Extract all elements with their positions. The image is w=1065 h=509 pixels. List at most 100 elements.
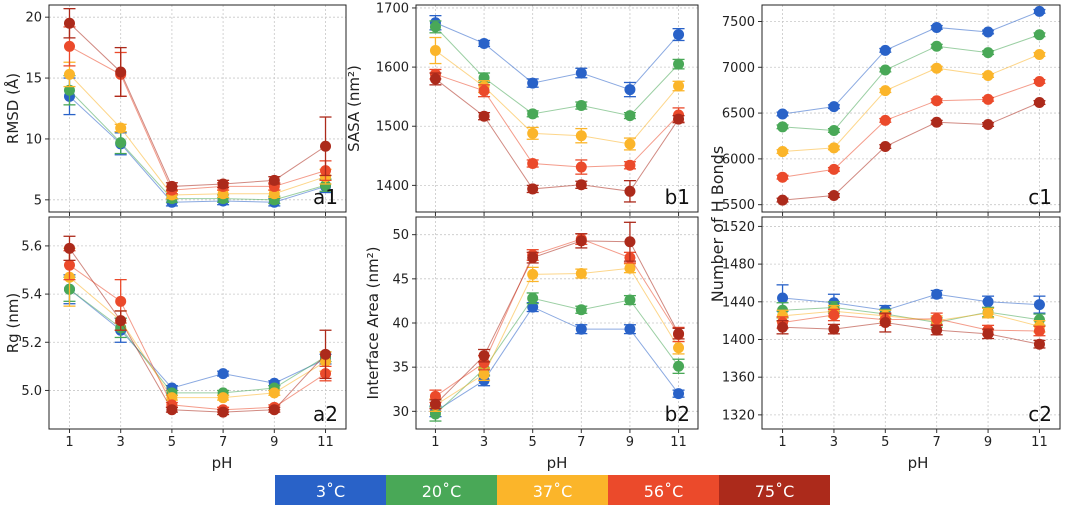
b1-point-37c-1 <box>429 45 441 57</box>
c1-ytick-label-1: 6000 <box>722 152 755 167</box>
b1-point-20c-5 <box>527 108 539 120</box>
a2-point-75c-9 <box>268 404 280 416</box>
b2-point-37c-9 <box>624 262 636 274</box>
a2-frame <box>48 216 347 430</box>
c2-point-3c-11 <box>1033 299 1045 311</box>
c2-xtick-label-7: 7 <box>933 435 941 450</box>
b2-line-20c <box>435 297 679 415</box>
legend-label-75c: 75˚C <box>755 482 795 501</box>
a1-line-56c <box>69 45 326 191</box>
a1-point-56c-1 <box>63 40 75 52</box>
c1-point-20c-5 <box>879 64 891 76</box>
a2-xtick-label-5: 5 <box>168 435 176 450</box>
b1-point-3c-11 <box>673 29 685 41</box>
b1-point-37c-7 <box>575 130 587 142</box>
a2-xtick-label-3: 3 <box>117 435 125 450</box>
c2-line-37c <box>782 310 1040 327</box>
a1-frame <box>48 4 347 213</box>
c-column-ylabel: Number of H Bonds <box>708 146 727 302</box>
b2-point-37c-3 <box>478 368 490 380</box>
legend-swatch-37c <box>497 475 608 505</box>
b2-ytick-label-2: 40 <box>392 317 409 332</box>
b2-point-75c-9 <box>624 236 636 248</box>
a2-point-37c-7 <box>217 392 229 404</box>
a2-ytick-label-3: 5.6 <box>21 239 42 254</box>
b2-point-56c-1 <box>429 390 441 402</box>
a1-ytick-label-3: 20 <box>25 11 42 26</box>
a2-panel-label: a2 <box>313 402 338 426</box>
a2-line-37c <box>69 276 326 399</box>
c1-point-75c-3 <box>828 190 840 202</box>
a2-point-56c-1 <box>63 259 75 271</box>
b1-point-37c-5 <box>527 127 539 139</box>
b1-ytick-label-3: 1700 <box>376 1 409 16</box>
b2-frame <box>415 216 699 430</box>
c1-line-56c <box>782 81 1040 178</box>
a2-line-56c <box>69 264 326 411</box>
c2-line-75c <box>782 322 1040 345</box>
c2-line-56c <box>782 314 1040 332</box>
c1-point-75c-5 <box>879 141 891 153</box>
c2-point-75c-3 <box>828 323 840 335</box>
a2-ylabel: Rg (nm) <box>4 293 22 354</box>
b2-xlabel: pH <box>547 454 568 472</box>
c2-point-75c-1 <box>777 321 789 333</box>
a2-point-56c-3 <box>115 295 127 307</box>
b2-xtick-label-1: 1 <box>431 435 439 450</box>
b2-point-20c-5 <box>527 292 539 304</box>
c2-xtick-label-9: 9 <box>984 435 992 450</box>
panel-c2: 1 3 5 7 9 11 1320 1360 1400 1440 1480 1520 c2 <box>722 216 1061 450</box>
b1-line-20c <box>435 26 679 117</box>
b2-line-56c <box>435 238 679 397</box>
legend-label-56c: 56˚C <box>644 482 684 501</box>
c2-ytick-label-1: 1360 <box>722 371 755 386</box>
a2-xtick-label-9: 9 <box>270 435 278 450</box>
b1-point-56c-9 <box>624 159 636 171</box>
b2-point-75c-5 <box>527 252 539 264</box>
c1-ytick-label-4: 7500 <box>722 15 755 30</box>
b1-ytick-label-2: 1600 <box>376 61 409 76</box>
a1-point-75c-3 <box>115 66 127 78</box>
b2-ytick-label-4: 50 <box>392 228 409 243</box>
b2-point-75c-7 <box>575 235 587 247</box>
legend-swatch-75c <box>719 475 830 505</box>
a2-point-75c-3 <box>115 315 127 327</box>
c1-point-56c-11 <box>1033 75 1045 87</box>
b2-xtick-label-9: 9 <box>626 435 634 450</box>
c1-point-75c-11 <box>1033 97 1045 109</box>
c1-point-20c-9 <box>982 47 994 59</box>
c1-point-3c-9 <box>982 26 994 38</box>
c1-point-20c-7 <box>931 40 943 52</box>
c1-panel-label: c1 <box>1028 185 1052 209</box>
a2-point-75c-11 <box>320 348 332 360</box>
b2-point-37c-5 <box>527 268 539 280</box>
panel-c1: 5500 6000 6500 7000 7500 c1 <box>722 4 1061 216</box>
b1-point-20c-1 <box>429 21 441 33</box>
b2-point-75c-1 <box>429 398 441 410</box>
a1-ytick-label-0: 5 <box>34 193 42 208</box>
b1-point-56c-5 <box>527 158 539 170</box>
a1-line-75c <box>69 22 326 187</box>
b2-point-3c-5 <box>527 301 539 313</box>
c1-point-56c-1 <box>777 171 789 183</box>
legend-label-37c: 37˚C <box>533 482 573 501</box>
a1-ytick-label-1: 10 <box>25 132 42 147</box>
b2-panel-label: b2 <box>665 402 690 426</box>
a1-point-75c-5 <box>166 180 178 192</box>
c2-point-3c-9 <box>982 296 994 308</box>
c2-ytick-label-2: 1400 <box>722 333 755 348</box>
c1-point-56c-5 <box>879 114 891 126</box>
c1-line-20c <box>782 34 1040 131</box>
a1-line-37c <box>69 74 326 196</box>
c2-point-56c-7 <box>931 313 943 325</box>
c1-ytick-label-2: 6500 <box>722 107 755 122</box>
c2-line-3c <box>782 293 1040 311</box>
c2-point-75c-7 <box>931 324 943 336</box>
legend-swatch-56c <box>608 475 719 505</box>
c1-point-75c-9 <box>982 119 994 131</box>
legend-swatch-3c <box>275 475 386 505</box>
b2-ylabel: Interface Area (nm²) <box>364 246 382 399</box>
